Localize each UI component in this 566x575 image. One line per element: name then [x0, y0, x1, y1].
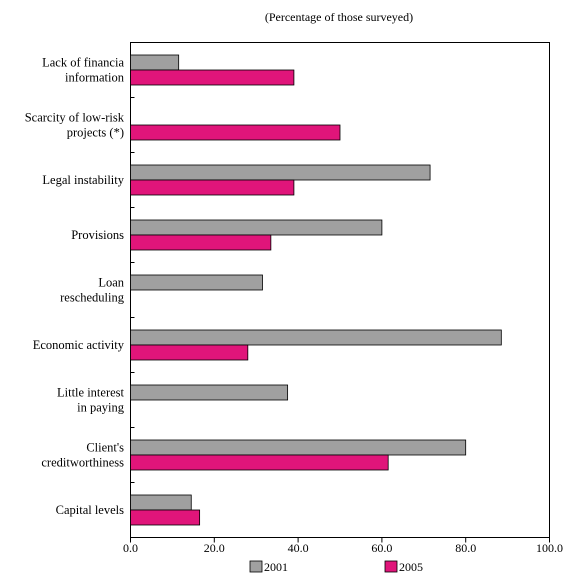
x-tick-label: 20.0: [204, 541, 225, 555]
category-label: Little interest in paying: [57, 386, 125, 415]
bar-2005: [130, 344, 249, 361]
category-label: Lack of financia information: [42, 56, 125, 85]
legend: 2001 2005: [249, 560, 423, 574]
bar-2005: [130, 234, 272, 251]
category-labels: Lack of financia information Scarcity of l…: [25, 56, 125, 518]
legend-swatch-2005: [384, 560, 398, 573]
x-tick-label: 80.0: [455, 541, 476, 555]
bar-2001: [130, 439, 467, 456]
bar-2005: [130, 69, 295, 86]
category-label: Provisions: [71, 228, 124, 242]
x-tick-label: 0.0: [123, 541, 138, 555]
bar-2005: [130, 124, 341, 141]
bar-2001: [130, 219, 383, 236]
bar-2005: [130, 509, 201, 526]
x-axis: 0.0 20.0 40.0 60.0 80.0 100.0: [123, 97, 563, 555]
bar-2005: [130, 454, 389, 471]
bar-2001: [130, 164, 431, 181]
chart-subtitle: (Percentage of those surveyed): [265, 10, 413, 24]
bar-2001: [130, 384, 289, 401]
category-label: Scarcity of low-risk projects (*): [25, 111, 125, 140]
x-tick-label: 40.0: [288, 541, 309, 555]
bar-2001: [130, 494, 192, 511]
x-tick-label: 60.0: [371, 541, 392, 555]
legend-label-2001: 2001: [264, 560, 288, 574]
category-label: Capital levels: [56, 503, 125, 517]
legend-label-2005: 2005: [399, 560, 423, 574]
category-label: Economic activity: [33, 338, 125, 352]
category-label: Loan rescheduling: [60, 276, 125, 305]
bar-2001: [130, 329, 502, 346]
legend-swatch-2001: [249, 560, 263, 573]
bar-2001: [130, 54, 180, 71]
bar-2005: [130, 179, 295, 196]
bar-2001: [130, 274, 263, 291]
category-label: Legal instability: [42, 173, 124, 187]
bars: [130, 54, 502, 526]
x-tick-label: 100.0: [536, 541, 563, 555]
category-label: Client's creditworthiness: [41, 441, 124, 470]
